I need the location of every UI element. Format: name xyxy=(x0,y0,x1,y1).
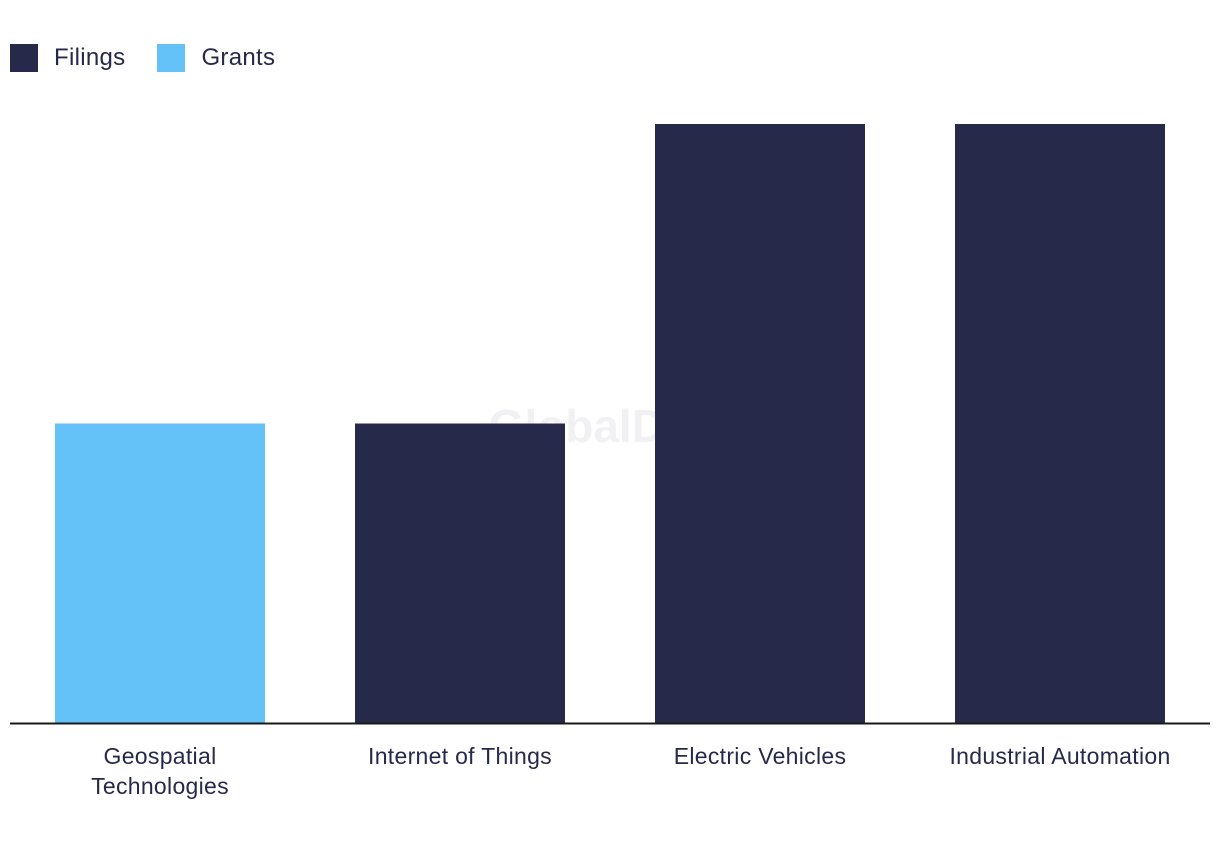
bar-grants-0[interactable] xyxy=(55,423,265,724)
legend-label-filings: Filings xyxy=(54,44,126,71)
x-tick-label-line: Electric Vehicles xyxy=(674,743,847,769)
x-tick-label-3: Industrial Automation xyxy=(949,743,1170,769)
x-tick-labels: Geospatial Technologies Internet of Things… xyxy=(91,743,1170,799)
legend: Filings Grants xyxy=(10,44,307,72)
x-tick-label-line: Geospatial xyxy=(104,743,217,769)
bar-filings-1[interactable] xyxy=(355,423,565,724)
x-tick-label-2: Electric Vehicles xyxy=(674,743,847,769)
legend-item-filings[interactable]: Filings xyxy=(10,44,125,72)
x-tick-label-0: Geospatial Technologies xyxy=(91,743,229,799)
bars-group xyxy=(55,124,1165,723)
x-tick-label-line: Technologies xyxy=(91,773,229,799)
watermark-text: GlobalData xyxy=(489,400,732,452)
x-tick-label-1: Internet of Things xyxy=(368,743,552,769)
bar-filings-3[interactable] xyxy=(955,124,1165,723)
x-tick-label-line: Internet of Things xyxy=(368,743,552,769)
legend-item-grants[interactable]: Grants xyxy=(157,44,275,72)
x-tick-label-line: Industrial Automation xyxy=(949,743,1170,769)
legend-swatch-grants xyxy=(157,44,186,72)
legend-label-grants: Grants xyxy=(201,44,276,71)
bar-filings-2[interactable] xyxy=(655,124,865,723)
legend-swatch-filings xyxy=(10,44,38,72)
